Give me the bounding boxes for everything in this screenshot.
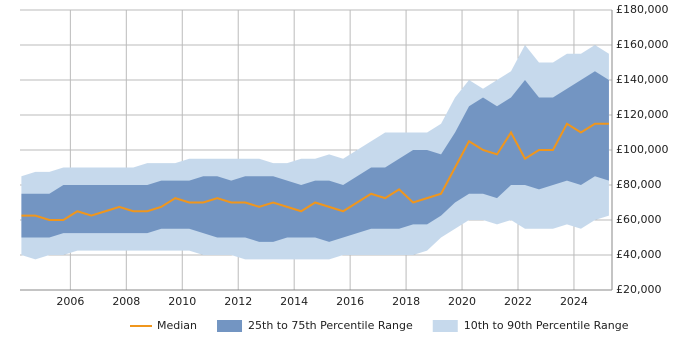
legend-swatch <box>432 320 458 332</box>
median-line <box>21 122 609 221</box>
x-tick-label: 2014 <box>280 295 308 308</box>
y-tick-label: £80,000 <box>616 178 662 191</box>
x-tick-label: 2006 <box>56 295 84 308</box>
legend-label: 10th to 90th Percentile Range <box>464 319 629 332</box>
y-tick-label: £180,000 <box>616 3 669 16</box>
x-tick-label: 2008 <box>112 295 140 308</box>
y-tick-label: £140,000 <box>616 73 669 86</box>
x-tick-label: 2024 <box>560 295 588 308</box>
legend-swatch <box>217 320 243 332</box>
y-tick-label: £100,000 <box>616 143 669 156</box>
y-tick-label: £160,000 <box>616 38 669 51</box>
x-tick-label: 2016 <box>336 295 364 308</box>
x-tick-label: 2018 <box>392 295 420 308</box>
y-tick-label: £20,000 <box>616 283 662 296</box>
y-tick-label: £40,000 <box>616 248 662 261</box>
legend-label: 25th to 75th Percentile Range <box>248 319 413 332</box>
x-tick-label: 2012 <box>224 295 252 308</box>
legend-label: Median <box>157 319 197 332</box>
x-tick-label: 2022 <box>504 295 532 308</box>
x-tick-label: 2020 <box>448 295 476 308</box>
y-tick-label: £60,000 <box>616 213 662 226</box>
range-band <box>21 71 609 242</box>
y-tick-label: £120,000 <box>616 108 669 121</box>
x-tick-label: 2010 <box>168 295 196 308</box>
